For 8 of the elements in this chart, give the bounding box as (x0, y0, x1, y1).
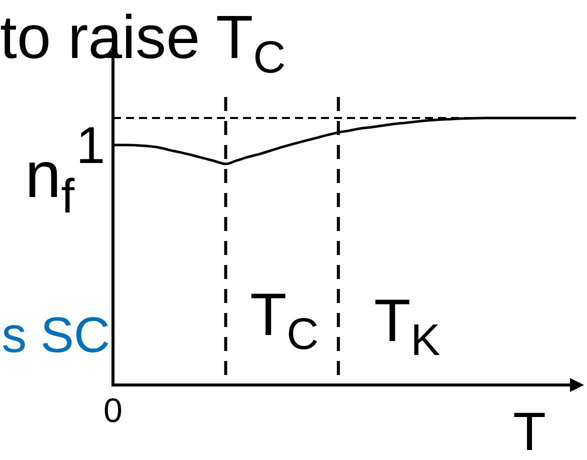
text: s SC (2, 307, 110, 363)
x-axis-title: T (513, 402, 546, 460)
annotation: T$_{C}$ (250, 281, 319, 360)
chart-title: to raise T$_{C}$ (0, 3, 286, 82)
annotation: T$_{K}$ (374, 287, 440, 366)
y-axis-title: n$_{f}$ (25, 138, 75, 224)
text: 1 (76, 117, 105, 175)
text: 0 (104, 392, 122, 430)
